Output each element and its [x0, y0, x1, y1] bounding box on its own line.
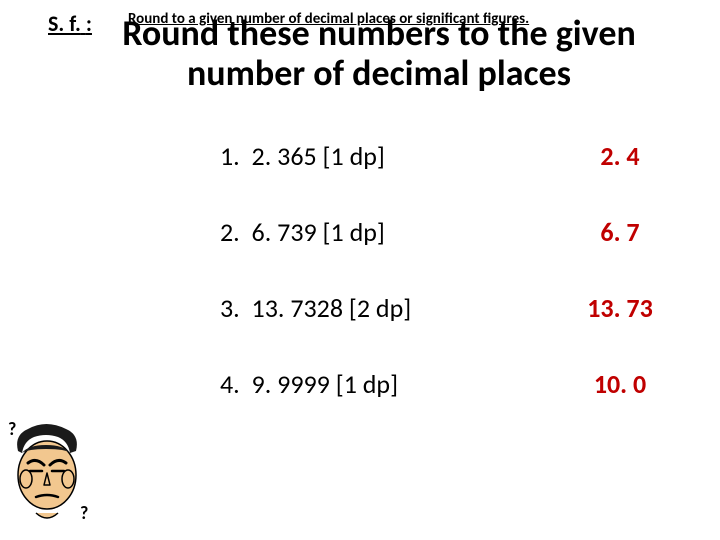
list-item: 2. 6. 739 [1 dp] 6. 7	[160, 216, 680, 248]
answer-text: 2. 4	[560, 140, 680, 172]
answer-text: 10. 0	[560, 368, 680, 400]
page-title: Round these numbers to the given number …	[78, 14, 680, 93]
question-text: 2. 6. 739 [1 dp]	[160, 216, 385, 248]
list-item: 1. 2. 365 [1 dp] 2. 4	[160, 140, 680, 172]
question-text: 3. 13. 7328 [2 dp]	[160, 292, 411, 324]
thinking-face-icon	[8, 423, 86, 528]
question-text: 1. 2. 365 [1 dp]	[160, 140, 385, 172]
answer-text: 6. 7	[560, 216, 680, 248]
header-tag-text: S. f.	[48, 10, 81, 37]
answer-text: 13. 73	[560, 292, 680, 324]
list-item: 4. 9. 9999 [1 dp] 10. 0	[160, 368, 680, 400]
question-list: 1. 2. 365 [1 dp] 2. 4 2. 6. 739 [1 dp] 6…	[160, 140, 680, 400]
question-text: 4. 9. 9999 [1 dp]	[160, 368, 398, 400]
list-item: 3. 13. 7328 [2 dp] 13. 73	[160, 292, 680, 324]
